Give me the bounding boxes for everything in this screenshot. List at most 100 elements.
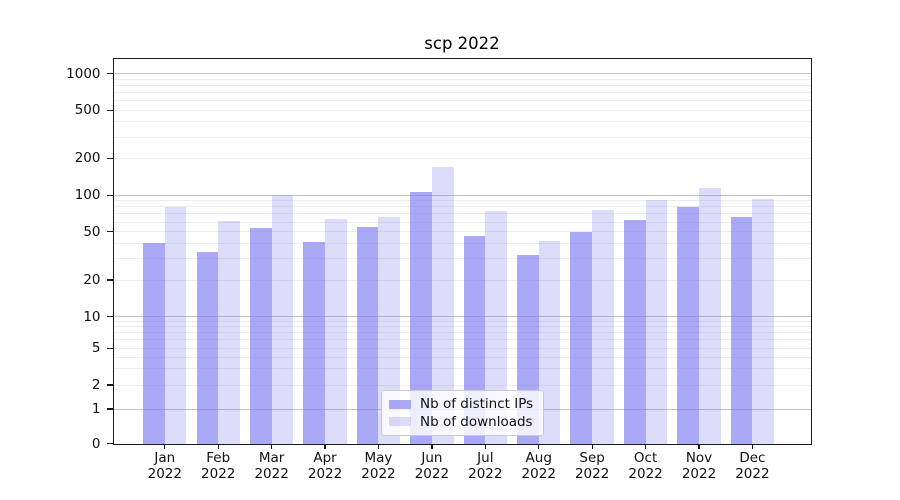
bar-distinct-ips-oct [623,220,646,444]
y-tick-mark [107,157,113,160]
bar-distinct-ips-may [356,226,379,444]
gridline-minor [113,109,811,111]
x-tick-mark [644,444,647,449]
y-tick-mark [107,194,113,196]
x-tick-label: Feb 2022 [201,450,236,482]
gridline-minor [113,221,811,223]
x-tick-label: Jan 2022 [147,450,182,482]
y-tick-label: 5 [91,340,101,357]
y-tick-mark [107,279,113,281]
plot-area-frame [112,57,812,445]
bar-downloads-jan [164,206,187,444]
gridline-minor [113,326,811,328]
gridline-minor [113,339,811,341]
y-tick-label: 200 [74,150,101,167]
bar-distinct-ips-feb [196,252,219,444]
bar-distinct-ips-sep [570,231,593,444]
gridline-minor [113,384,811,386]
legend-label-downloads: Nb of downloads [420,413,533,430]
bar-downloads-feb [218,221,240,444]
bar-distinct-ips-mar [249,227,272,444]
x-tick-mark [751,444,754,449]
bar-downloads-dec [752,198,775,444]
x-tick-label: Apr 2022 [307,450,343,482]
legend: Nb of distinct IPs Nb of downloads [381,390,544,436]
chart-title: scp 2022 [424,34,500,53]
x-tick-label: Jun 2022 [414,450,450,482]
gridline-minor [113,332,811,334]
gridline-minor [113,200,811,202]
gridline-minor [113,242,811,244]
bar-distinct-ips-nov [677,206,699,444]
gridline-major [113,194,811,196]
legend-swatch-downloads [389,416,411,427]
gridline-minor [113,78,811,80]
y-tick-label: 1 [91,401,101,417]
x-tick-label: Mar 2022 [254,450,289,482]
gridline-major [113,316,811,318]
bar-downloads-nov [699,188,721,444]
gridline-minor [113,84,811,86]
gridline-minor [113,347,811,349]
x-tick-label: Sep 2022 [574,450,610,482]
x-tick-label: May 2022 [361,450,396,482]
x-tick-mark [324,444,326,449]
bar-downloads-oct [645,199,668,444]
y-tick-mark [107,408,113,410]
y-tick-label: 100 [74,187,101,204]
gridline-minor [113,99,811,101]
legend-item-downloads: Nb of downloads [389,414,536,430]
x-tick-mark [431,444,433,449]
x-tick-label: Aug 2022 [521,450,556,482]
x-tick-mark [484,444,487,449]
gridline-major [113,73,811,74]
y-tick-label: 1000 [66,65,101,82]
gridline-minor [113,356,811,358]
y-tick-mark [107,231,113,233]
x-tick-label: Oct 2022 [628,450,663,482]
x-tick-mark [217,444,219,449]
gridline-minor [113,279,811,281]
gridline-minor [113,258,811,260]
y-tick-mark [107,442,113,445]
x-tick-label: Jul 2022 [468,450,503,482]
y-tick-mark [107,316,113,318]
gridline-minor [113,121,811,123]
bar-distinct-ips-dec [730,217,753,444]
gridline-minor [113,321,811,322]
y-tick-mark [107,347,113,349]
y-tick-label: 0 [91,435,101,452]
gridline-minor [113,231,811,233]
legend-label-distinct-ips: Nb of distinct IPs [420,396,534,413]
y-tick-mark [107,384,113,386]
x-tick-label: Nov 2022 [681,450,717,482]
x-tick-mark [698,444,700,449]
legend-swatch-distinct-ips [389,399,411,410]
bar-downloads-sep [592,209,614,444]
y-tick-label: 2 [91,377,101,393]
gridline-minor [113,213,811,215]
gridline-minor [113,136,811,138]
x-tick-mark [538,444,540,449]
bar-downloads-apr [325,218,347,444]
y-tick-label: 10 [83,308,101,325]
gridline-minor [113,157,811,159]
y-tick-label: 50 [83,223,101,240]
y-tick-mark [107,109,113,111]
gridline-minor [113,368,811,370]
bar-downloads-mar [271,195,294,444]
gridline-minor [113,91,811,93]
gridline-minor [113,206,811,208]
bar-distinct-ips-jan [143,243,165,444]
x-tick-mark [591,444,593,449]
bar-distinct-ips-apr [303,242,326,444]
x-tick-mark [271,444,273,449]
y-tick-label: 500 [74,102,101,119]
legend-item-distinct-ips: Nb of distinct IPs [389,396,536,412]
x-tick-mark [164,444,166,449]
x-tick-label: Dec 2022 [735,450,770,482]
y-tick-mark [107,72,113,75]
x-tick-mark [377,444,380,449]
y-tick-label: 20 [83,272,101,289]
